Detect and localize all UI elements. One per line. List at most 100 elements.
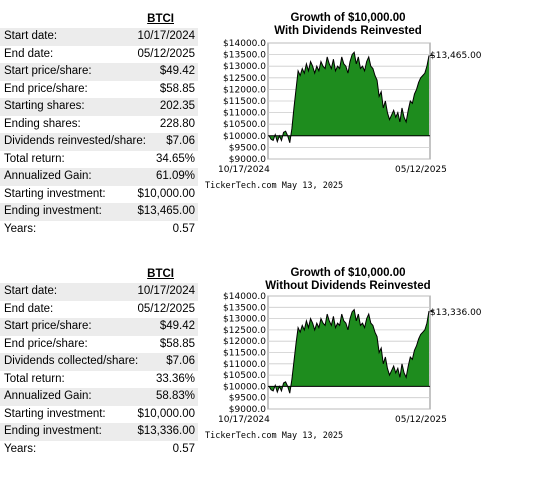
x-end-label: 05/12/2025 <box>395 165 447 175</box>
stat-value: 34.65% <box>155 152 195 165</box>
stat-row: Start price/share: $49.42 <box>0 318 198 336</box>
x-start-label: 10/17/2024 <box>218 165 270 175</box>
stat-row: Start date: 10/17/2024 <box>0 28 198 46</box>
stat-row: End price/share: $58.85 <box>0 81 198 99</box>
y-tick-label: $9000.0 <box>229 155 266 165</box>
y-tick-label: $12000.0 <box>223 337 266 347</box>
series-line <box>268 308 430 394</box>
reinvested-section: BTCI Start date: 10/17/2024 End date: 05/12… <box>0 10 556 238</box>
reinvested-plot: $14000.0 $13500.0$13000.0 $12500.0$12000.0… <box>223 39 434 165</box>
chart-credit: TickerTech.com May 13, 2025 <box>205 181 344 191</box>
end-value-label: $13,336.00 <box>430 308 482 318</box>
y-tick-label: $11000.0 <box>223 360 266 370</box>
stat-label: Starting investment: <box>4 407 106 420</box>
collected-stats-table: BTCI Start date: 10/17/2024 End date: 05/12… <box>0 265 198 458</box>
reinvested-chart: Growth of $10,000.00 With Dividends Rein… <box>198 10 556 238</box>
stat-value: 33.36% <box>155 372 195 385</box>
stat-label: Ending shares: <box>4 117 81 130</box>
stat-row: Ending shares: 228.80 <box>0 116 198 134</box>
stat-value: 61.09% <box>155 170 195 182</box>
area-fill <box>269 309 429 394</box>
stat-label: Annualized Gain: <box>4 390 92 402</box>
stat-value: 202.35 <box>159 100 195 112</box>
end-value-label: $13,465.00 <box>430 51 482 61</box>
chart-credit: TickerTech.com May 13, 2025 <box>205 431 344 441</box>
stat-row: Starting shares: 202.35 <box>0 98 198 116</box>
reinvested-stats-table: BTCI Start date: 10/17/2024 End date: 05/12… <box>0 10 198 238</box>
stat-row: Years: 0.57 <box>0 221 198 239</box>
stat-label: Annualized Gain: <box>4 170 92 182</box>
y-tick-label: $12000.0 <box>223 85 266 95</box>
stat-row: Dividends collected/share: $7.06 <box>0 353 198 371</box>
stat-value: $49.42 <box>159 320 195 332</box>
stat-value: $10,000.00 <box>137 187 195 200</box>
stat-value: $58.85 <box>159 82 195 95</box>
stat-row: End date: 05/12/2025 <box>0 46 198 64</box>
x-start-label: 10/17/2024 <box>218 415 270 425</box>
y-tick-label: $12500.0 <box>223 74 266 84</box>
reinvested-ticker[interactable]: BTCI <box>147 13 174 25</box>
y-tick-label: $11000.0 <box>223 109 266 119</box>
stat-value: 05/12/2025 <box>137 302 195 315</box>
stat-label: Start date: <box>4 30 58 42</box>
stat-label: Dividends collected/share: <box>4 355 139 367</box>
stat-label: Ending investment: <box>4 425 102 437</box>
collected-section: BTCI Start date: 10/17/2024 End date: 05/12… <box>0 265 556 493</box>
stat-label: Years: <box>4 442 37 455</box>
area-fill <box>269 52 429 143</box>
stat-value: $13,336.00 <box>137 425 195 437</box>
y-tick-label: $12500.0 <box>223 326 266 336</box>
chart-title-line1: Growth of $10,000.00 <box>290 267 406 279</box>
stat-label: End date: <box>4 47 54 60</box>
y-tick-label: $14000.0 <box>223 39 266 49</box>
stat-value: $49.42 <box>159 65 195 77</box>
y-tick-label: $10500.0 <box>223 120 266 130</box>
stat-value: 0.57 <box>172 442 195 455</box>
stat-value: $7.06 <box>166 355 195 367</box>
stat-row: Annualized Gain: 58.83% <box>0 388 198 406</box>
y-tick-label: $13500.0 <box>223 303 266 313</box>
stat-label: End price/share: <box>4 82 88 95</box>
stat-label: Total return: <box>4 372 65 385</box>
stat-label: Years: <box>4 222 37 235</box>
y-tick-label: $11500.0 <box>223 349 266 359</box>
y-tick-label: $13000.0 <box>223 315 266 325</box>
stat-row: Annualized Gain: 61.09% <box>0 168 198 186</box>
stat-row: Ending investment: $13,336.00 <box>0 423 198 441</box>
stat-value: 0.57 <box>172 222 195 235</box>
stat-row: Start date: 10/17/2024 <box>0 283 198 301</box>
stat-row: Dividends reinvested/share: $7.06 <box>0 133 198 151</box>
x-end-label: 05/12/2025 <box>395 415 447 425</box>
chart-title-line2: With Dividends Reinvested <box>274 25 422 37</box>
stat-row: Ending investment: $13,465.00 <box>0 203 198 221</box>
chart-title-line1: Growth of $10,000.00 <box>290 12 406 24</box>
stat-label: End price/share: <box>4 337 88 350</box>
y-tick-label: $13000.0 <box>223 62 266 72</box>
stat-label: Starting shares: <box>4 100 85 112</box>
stat-label: Dividends reinvested/share: <box>4 135 146 147</box>
y-tick-label: $11500.0 <box>223 97 266 107</box>
stat-label: Start price/share: <box>4 65 92 77</box>
stat-label: Total return: <box>4 152 65 165</box>
y-tick-label: $10000.0 <box>223 382 266 392</box>
stat-label: End date: <box>4 302 54 315</box>
stat-row: Start price/share: $49.42 <box>0 63 198 81</box>
collected-chart: Growth of $10,000.00 Without Dividends R… <box>198 265 556 493</box>
collected-ticker[interactable]: BTCI <box>147 268 174 280</box>
chart-title-line2: Without Dividends Reinvested <box>265 280 431 292</box>
stat-row: End price/share: $58.85 <box>0 336 198 354</box>
collected-plot: $14000.0$13500.0 $13000.0$12500.0$12000.0… <box>223 292 434 415</box>
stat-label: Ending investment: <box>4 205 102 217</box>
y-tick-label: $14000.0 <box>223 292 266 302</box>
y-tick-label: $9000.0 <box>229 405 266 415</box>
stat-value: 228.80 <box>159 117 195 130</box>
stat-value: $7.06 <box>166 135 195 147</box>
stat-row: Starting investment: $10,000.00 <box>0 186 198 204</box>
stat-label: Start price/share: <box>4 320 92 332</box>
stat-row: End date: 05/12/2025 <box>0 301 198 319</box>
stat-value: 10/17/2024 <box>137 285 195 297</box>
stat-value: $10,000.00 <box>137 407 195 420</box>
stat-label: Starting investment: <box>4 187 106 200</box>
y-tick-label: $10000.0 <box>223 132 266 142</box>
stat-row: Total return: 34.65% <box>0 151 198 169</box>
